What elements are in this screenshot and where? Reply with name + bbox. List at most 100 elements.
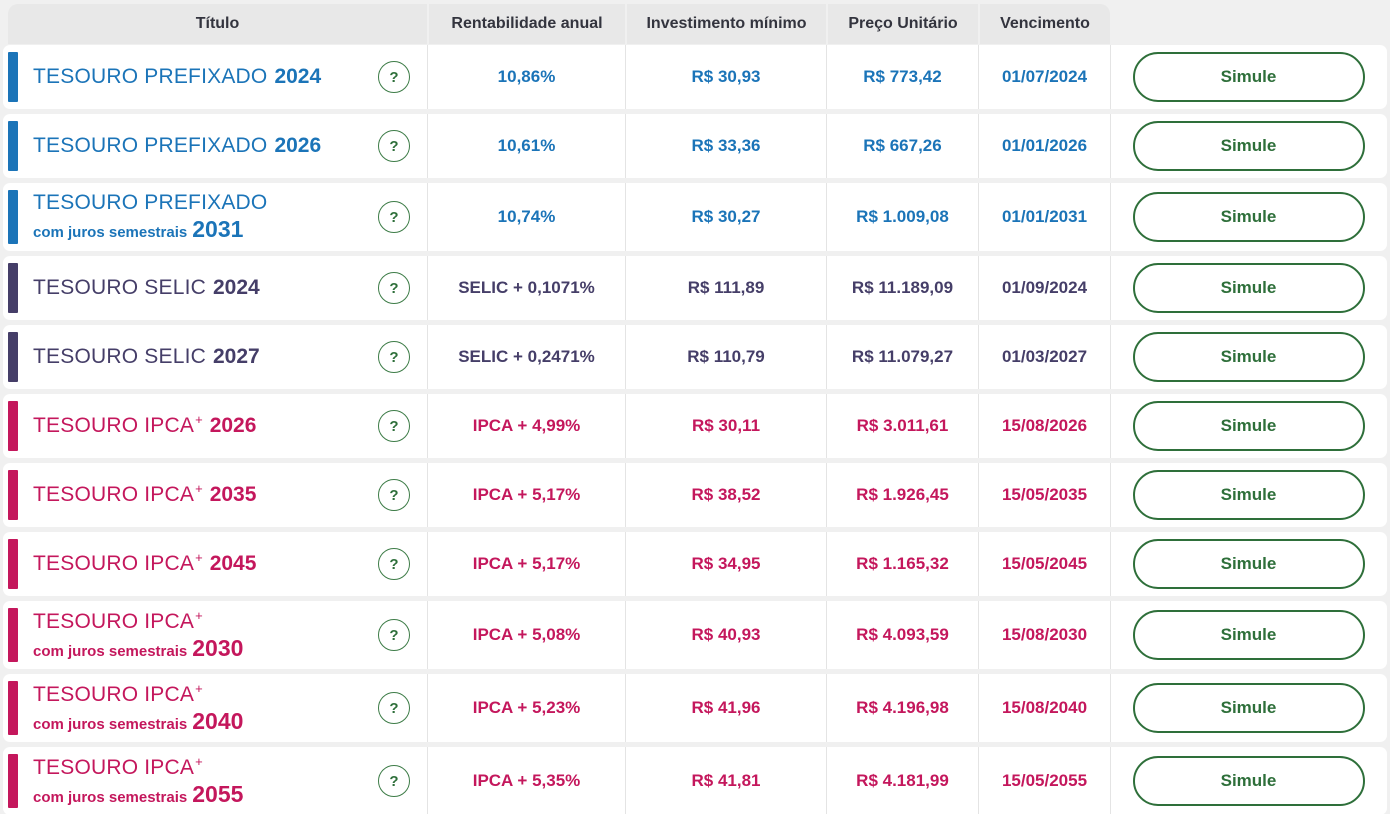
maturity-date: 15/05/2055	[978, 747, 1110, 814]
simulate-button[interactable]: Simule	[1132, 539, 1365, 589]
bond-color-bar	[8, 52, 18, 102]
bond-title-line: TESOURO IPCA+ 2045	[33, 550, 378, 576]
bond-title-cell: TESOURO SELIC 2024 ?	[3, 256, 427, 320]
annual-rate: IPCA + 5,08%	[427, 601, 625, 669]
bond-row: TESOURO SELIC 2027 ? SELIC + 0,2471% R$ 1…	[3, 325, 1387, 389]
bond-name: TESOURO SELIC	[33, 275, 206, 299]
bond-row: TESOURO IPCA+ 2026 ? IPCA + 4,99% R$ 30,1…	[3, 394, 1387, 458]
maturity-date: 01/03/2027	[978, 325, 1110, 389]
bond-title-line: TESOURO PREFIXADO 2024	[33, 65, 378, 89]
bond-year: 2024	[212, 275, 260, 299]
bond-title: TESOURO IPCA+ com juros semestrais 2055	[33, 753, 378, 808]
bond-title: TESOURO IPCA+ 2045	[33, 550, 378, 576]
unit-price: R$ 773,42	[826, 45, 978, 109]
bond-year: 2026	[274, 133, 322, 157]
simulate-button[interactable]: Simule	[1132, 263, 1365, 313]
table-header: Título Rentabilidade anual Investimento …	[8, 4, 1110, 44]
unit-price: R$ 1.926,45	[826, 463, 978, 527]
unit-price: R$ 11.189,09	[826, 256, 978, 320]
unit-price: R$ 1.009,08	[826, 183, 978, 251]
help-icon[interactable]: ?	[378, 548, 410, 580]
maturity-date: 01/01/2031	[978, 183, 1110, 251]
simulate-cell: Simule	[1110, 747, 1386, 814]
bond-title-cell: TESOURO IPCA+ 2045 ?	[3, 532, 427, 596]
help-icon[interactable]: ?	[378, 272, 410, 304]
annual-rate: IPCA + 5,17%	[427, 463, 625, 527]
simulate-button[interactable]: Simule	[1132, 610, 1365, 660]
bond-color-bar	[8, 608, 18, 662]
bond-title-cell: TESOURO PREFIXADO com juros semestrais 20…	[3, 183, 427, 251]
minimum-investment: R$ 38,52	[625, 463, 826, 527]
bond-color-bar	[8, 263, 18, 313]
unit-price: R$ 4.196,98	[826, 674, 978, 742]
bond-title-cell: TESOURO PREFIXADO 2024 ?	[3, 45, 427, 109]
bond-row: TESOURO IPCA+ com juros semestrais 2040 ?…	[3, 674, 1387, 742]
unit-price: R$ 667,26	[826, 114, 978, 178]
annual-rate: SELIC + 0,2471%	[427, 325, 625, 389]
bond-row: TESOURO SELIC 2024 ? SELIC + 0,1071% R$ 1…	[3, 256, 1387, 320]
simulate-button[interactable]: Simule	[1132, 401, 1365, 451]
bond-name: TESOURO IPCA	[33, 755, 195, 779]
bond-color-bar	[8, 121, 18, 171]
bond-title: TESOURO PREFIXADO 2026	[33, 134, 378, 158]
bond-year: 2027	[212, 344, 260, 368]
maturity-date: 01/09/2024	[978, 256, 1110, 320]
unit-price: R$ 11.079,27	[826, 325, 978, 389]
column-header-investimento-minimo: Investimento mínimo	[625, 4, 826, 44]
bond-name-superscript: +	[195, 550, 203, 566]
simulate-cell: Simule	[1110, 674, 1386, 742]
bond-color-bar	[8, 332, 18, 382]
bond-name-superscript: +	[195, 412, 203, 428]
column-header-titulo: Título	[8, 4, 427, 44]
bond-subtitle: com juros semestrais	[33, 788, 188, 806]
bond-row: TESOURO IPCA+ 2045 ? IPCA + 5,17% R$ 34,9…	[3, 532, 1387, 596]
maturity-date: 01/07/2024	[978, 45, 1110, 109]
bond-title: TESOURO SELIC 2027	[33, 345, 378, 369]
simulate-cell: Simule	[1110, 183, 1386, 251]
simulate-button[interactable]: Simule	[1132, 332, 1365, 382]
bond-name-superscript: +	[195, 607, 203, 623]
bond-name-superscript: +	[195, 753, 203, 769]
simulate-button[interactable]: Simule	[1132, 683, 1365, 733]
bond-title: TESOURO PREFIXADO com juros semestrais 20…	[33, 191, 378, 243]
bond-title-line: TESOURO IPCA+	[33, 753, 378, 780]
bond-row: TESOURO PREFIXADO com juros semestrais 20…	[3, 183, 1387, 251]
help-icon[interactable]: ?	[378, 765, 410, 797]
bond-title-line: TESOURO PREFIXADO	[33, 191, 378, 215]
bond-title-line: TESOURO IPCA+	[33, 607, 378, 634]
simulate-button[interactable]: Simule	[1132, 470, 1365, 520]
help-icon[interactable]: ?	[378, 479, 410, 511]
help-icon[interactable]: ?	[378, 130, 410, 162]
help-icon[interactable]: ?	[378, 201, 410, 233]
bond-name: TESOURO IPCA	[33, 609, 195, 633]
maturity-date: 15/05/2035	[978, 463, 1110, 527]
bond-year: 2045	[209, 552, 257, 576]
simulate-cell: Simule	[1110, 394, 1386, 458]
maturity-date: 15/05/2045	[978, 532, 1110, 596]
bond-title-line: TESOURO PREFIXADO 2026	[33, 134, 378, 158]
simulate-button[interactable]: Simule	[1132, 52, 1365, 102]
help-icon[interactable]: ?	[378, 61, 410, 93]
bond-title: TESOURO SELIC 2024	[33, 276, 378, 300]
help-icon[interactable]: ?	[378, 341, 410, 373]
bond-year: 2031	[192, 216, 244, 243]
help-icon[interactable]: ?	[378, 410, 410, 442]
bond-year: 2035	[209, 483, 257, 507]
bond-subtitle: com juros semestrais	[33, 642, 188, 660]
column-header-vencimento: Vencimento	[978, 4, 1110, 44]
simulate-cell: Simule	[1110, 45, 1386, 109]
simulate-button[interactable]: Simule	[1132, 756, 1365, 806]
simulate-button[interactable]: Simule	[1132, 192, 1365, 242]
bond-title-cell: TESOURO IPCA+ com juros semestrais 2040 ?	[3, 674, 427, 742]
annual-rate: 10,61%	[427, 114, 625, 178]
simulate-button[interactable]: Simule	[1132, 121, 1365, 171]
help-icon[interactable]: ?	[378, 619, 410, 651]
bond-subtitle-line: com juros semestrais 2030	[33, 635, 378, 661]
bond-name: TESOURO PREFIXADO	[33, 64, 268, 88]
simulate-cell: Simule	[1110, 325, 1386, 389]
bond-name: TESOURO IPCA	[33, 682, 195, 706]
bond-title-cell: TESOURO IPCA+ com juros semestrais 2030 ?	[3, 601, 427, 669]
help-icon[interactable]: ?	[378, 692, 410, 724]
unit-price: R$ 4.181,99	[826, 747, 978, 814]
bond-title-cell: TESOURO IPCA+ com juros semestrais 2055 ?	[3, 747, 427, 814]
